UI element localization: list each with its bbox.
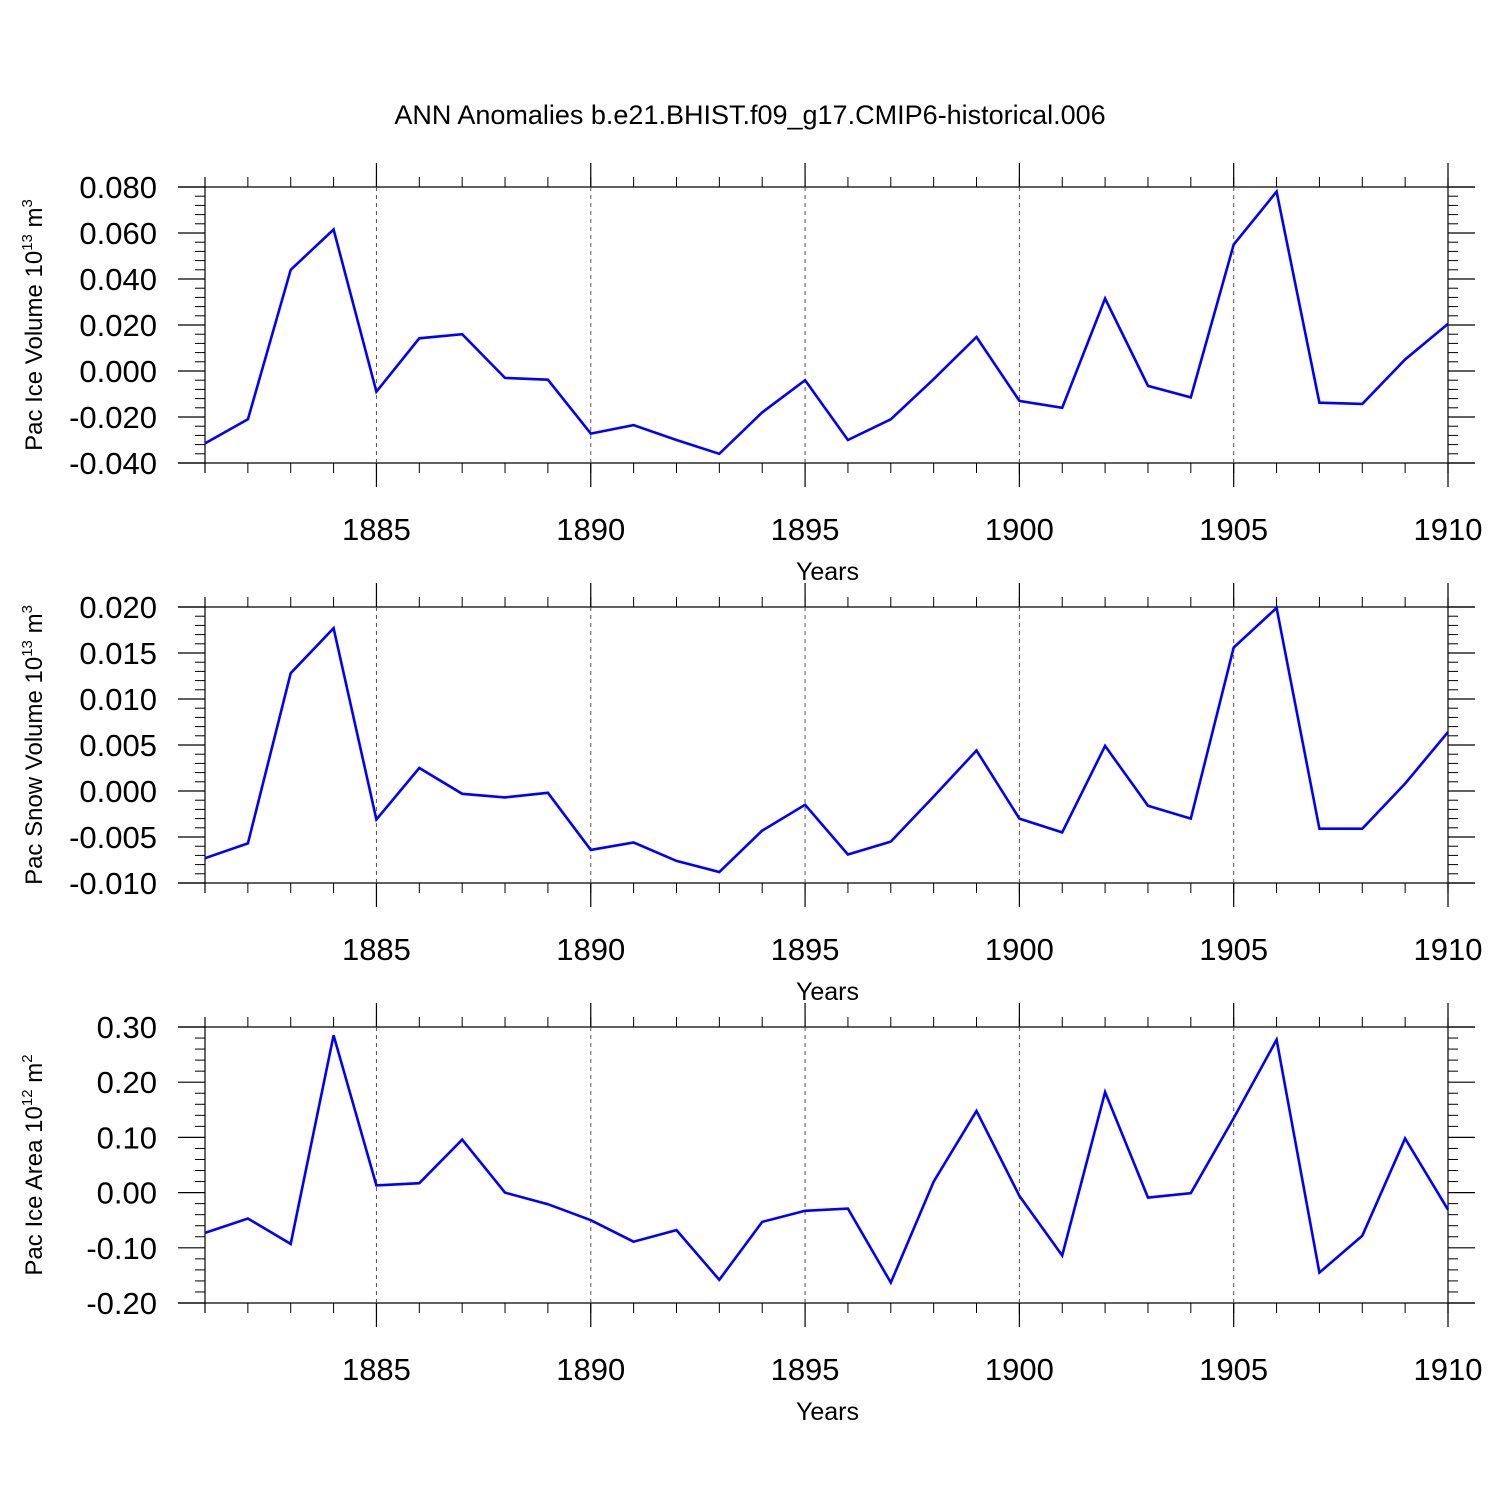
ylabel-exponent: 13 <box>19 640 36 657</box>
x-tick-label: 1910 <box>1414 932 1483 967</box>
y-tick-label: -0.040 <box>69 446 157 481</box>
ylabel-exponent: 13 <box>19 234 36 251</box>
y-tick-label: 0.000 <box>79 774 157 809</box>
y-tick-label: 0.020 <box>79 590 157 625</box>
y-tick-label: 0.080 <box>79 170 157 205</box>
y-axis-label: Pac Ice Volume 1013 m3 <box>19 199 48 451</box>
y-tick-label: -0.20 <box>86 1286 157 1321</box>
y-tick-label: 0.060 <box>79 216 157 251</box>
ylabel-main: Pac Snow Volume 10 <box>21 657 48 885</box>
y-axis-label: Pac Snow Volume 1013 m3 <box>19 605 48 885</box>
ylabel-main: Pac Ice Volume 10 <box>21 251 48 451</box>
chart-panel-3: 1885 1890 1895 1900 1905 1910 Years -0.20 -0.10 0… <box>19 1003 1482 1426</box>
x-tick-label: 1900 <box>985 932 1054 967</box>
y-tick-label: 0.30 <box>97 1010 157 1045</box>
y-tick-label: 0.20 <box>97 1065 157 1100</box>
ylabel-main: Pac Ice Area 10 <box>21 1106 48 1275</box>
x-tick-label: 1885 <box>342 932 411 967</box>
chart-panel-2: 1885 1890 1895 1900 1905 1910 Years -0.010 -0.00… <box>19 583 1482 1006</box>
chart-panel-1: 1885 1890 1895 1900 1905 1910 Years -0.040 -0.02… <box>19 163 1482 586</box>
x-axis-label: Years <box>796 558 859 586</box>
ylabel-unit: m <box>21 613 48 640</box>
x-tick-label: 1890 <box>556 932 625 967</box>
x-tick-label: 1890 <box>556 1352 625 1387</box>
x-tick-label: 1905 <box>1199 932 1268 967</box>
y-axis-label: Pac Ice Area 1012 m2 <box>19 1054 48 1275</box>
x-tick-label: 1900 <box>985 1352 1054 1387</box>
x-tick-label: 1905 <box>1199 1352 1268 1387</box>
ylabel-unit-exponent: 2 <box>19 1054 36 1062</box>
y-tick-label: -0.005 <box>69 820 157 855</box>
y-tick-label: -0.10 <box>86 1231 157 1266</box>
y-tick-label: 0.015 <box>79 636 157 671</box>
y-tick-label: -0.010 <box>69 866 157 901</box>
y-tick-label: 0.010 <box>79 682 157 717</box>
x-tick-label: 1885 <box>342 1352 411 1387</box>
x-tick-label: 1895 <box>771 512 840 547</box>
x-tick-label: 1890 <box>556 512 625 547</box>
y-tick-label: 0.00 <box>97 1176 157 1211</box>
ylabel-unit: m <box>21 1063 48 1090</box>
panels: 1885 1890 1895 1900 1905 1910 Years -0.040 -0.02… <box>19 163 1482 1426</box>
data-series-line <box>204 1034 1450 1286</box>
y-tick-label: 0.10 <box>97 1120 157 1155</box>
x-tick-label: 1910 <box>1414 1352 1483 1387</box>
x-tick-label: 1885 <box>342 512 411 547</box>
x-axis-label: Years <box>796 1398 859 1426</box>
data-series-line <box>204 188 1449 456</box>
x-tick-label: 1900 <box>985 512 1054 547</box>
y-tick-label: 0.000 <box>79 354 157 389</box>
y-tick-label: -0.020 <box>69 400 157 435</box>
ylabel-exponent: 12 <box>19 1089 36 1106</box>
x-tick-label: 1905 <box>1199 512 1268 547</box>
figure-title: ANN Anomalies b.e21.BHIST.f09_g17.CMIP6-… <box>394 100 1105 130</box>
y-tick-label: 0.005 <box>79 728 157 763</box>
x-tick-label: 1895 <box>771 1352 840 1387</box>
ylabel-unit-exponent: 3 <box>19 605 36 613</box>
y-tick-label: 0.020 <box>79 308 157 343</box>
x-axis-label: Years <box>796 978 859 1006</box>
ylabel-unit-exponent: 3 <box>19 199 36 207</box>
ylabel-unit: m <box>21 207 48 234</box>
x-tick-label: 1895 <box>771 932 840 967</box>
y-tick-label: 0.040 <box>79 262 157 297</box>
x-tick-label: 1910 <box>1414 512 1483 547</box>
data-series-line <box>204 605 1449 874</box>
